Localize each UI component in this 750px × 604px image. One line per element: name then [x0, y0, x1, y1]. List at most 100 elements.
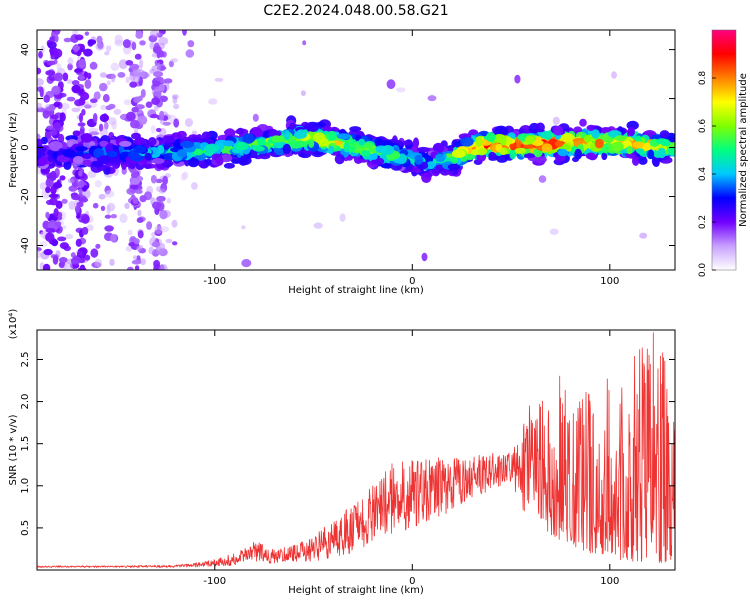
- spectrogram-dot: [129, 63, 140, 70]
- spectrogram-dot: [161, 135, 176, 144]
- spectrogram-dot: [64, 233, 74, 240]
- spectrogram-dot: [187, 157, 200, 168]
- spectrogram-dot: [59, 175, 66, 181]
- spectrogram-dot: [89, 61, 98, 70]
- spectrogram-dot: [134, 265, 140, 270]
- spectrogram-dot: [307, 123, 319, 132]
- spectrogram-dot: [236, 127, 245, 135]
- spectrogram-dot: [132, 255, 138, 260]
- spectrogram-dot: [137, 230, 144, 239]
- spectrogram-dot: [94, 258, 103, 267]
- spectrogram-dot: [150, 125, 156, 134]
- spectrogram-dot: [282, 143, 291, 155]
- spectrogram-dot: [134, 189, 143, 194]
- spectrogram-dot: [145, 101, 153, 108]
- spectrogram-dot: [477, 147, 488, 156]
- spectrogram-y-tick-label: 20: [20, 92, 31, 105]
- spectrogram-dot: [152, 201, 162, 210]
- spectrogram-dot: [114, 34, 123, 44]
- spectrogram-y-ticks: -40 -20 0 20 40: [20, 43, 675, 254]
- colorbar-tick-label: 0.0: [698, 263, 708, 278]
- spectrogram-dot: [89, 131, 100, 136]
- spectrogram-dot: [123, 99, 132, 106]
- spectrogram-dot: [349, 126, 362, 132]
- spectrogram-dot: [86, 224, 94, 231]
- spectrogram-dot: [499, 134, 507, 146]
- spectrogram-dot: [43, 94, 50, 103]
- spectrogram-dot: [159, 110, 165, 121]
- spectrogram-dot: [460, 137, 474, 147]
- spectrogram-dot: [146, 221, 153, 230]
- spectrogram-dot: [402, 140, 414, 146]
- spectrogram-dot: [414, 154, 424, 165]
- spectrogram-dot: [128, 242, 135, 247]
- spectrogram-dot: [50, 48, 55, 58]
- spectrogram-dot: [134, 53, 142, 60]
- spectrogram-dot: [339, 213, 346, 222]
- spectrogram-dot: [205, 143, 219, 153]
- snr-scale-label: (x10⁴): [8, 309, 19, 340]
- spectrogram-dot: [334, 153, 345, 165]
- spectrogram-dot: [451, 149, 466, 158]
- spectrogram-dot: [447, 163, 461, 171]
- spectrogram-dot: [185, 49, 195, 58]
- spectrogram-dot: [129, 81, 138, 88]
- spectrogram-dot: [509, 143, 516, 149]
- spectrogram-dot: [289, 122, 297, 129]
- spectrogram-dot: [49, 197, 58, 206]
- spectrogram-dot: [155, 195, 165, 203]
- spectrogram-dot: [108, 103, 116, 109]
- spectrogram-dot: [289, 141, 303, 149]
- spectrogram-dot: [80, 92, 90, 101]
- spectrogram-dot: [45, 211, 50, 219]
- spectrogram-dot: [191, 130, 198, 136]
- spectrogram-dot: [143, 163, 152, 169]
- spectrogram-dot: [647, 149, 655, 159]
- spectrogram-dot: [416, 146, 430, 153]
- spectrogram-dot: [166, 197, 171, 204]
- spectrogram-dot: [237, 156, 252, 166]
- spectrogram-dot: [107, 150, 118, 158]
- spectrogram-dot: [76, 150, 83, 156]
- spectrogram-dot: [632, 141, 644, 149]
- spectrogram-dot: [125, 111, 136, 122]
- spectrogram-dot: [433, 142, 444, 153]
- spectrogram-dot: [152, 147, 159, 153]
- spectrogram-dot: [139, 59, 144, 69]
- spectrogram-dot: [38, 156, 48, 167]
- spectrogram-dot: [133, 238, 140, 245]
- spectrogram-dot: [100, 104, 107, 111]
- spectrogram-dot: [184, 118, 193, 127]
- spectrogram-dot: [62, 72, 69, 82]
- snr-y-ticks: 0.5 1.0 1.5 2.0 2.5: [20, 352, 675, 536]
- spectrogram-dot: [283, 130, 291, 140]
- spectrogram-dot: [302, 40, 307, 46]
- spectrogram-dot: [39, 241, 48, 248]
- spectrogram-dot: [374, 137, 383, 148]
- spectrogram-dot: [381, 145, 395, 155]
- snr-x-tick-label: 0: [409, 576, 415, 587]
- spectrogram-dot: [158, 84, 165, 92]
- spectrogram-dot: [104, 51, 110, 56]
- spectrogram-dot: [149, 41, 155, 50]
- spectrogram-dot: [54, 221, 62, 227]
- spectrogram-dot: [66, 79, 73, 84]
- spectrogram-x-axis-label: Height of straight line (km): [288, 285, 424, 296]
- spectrogram-dot: [585, 152, 596, 160]
- spectrogram-dot: [257, 138, 266, 146]
- spectrogram-dot: [204, 158, 212, 166]
- spectrogram-dot: [131, 172, 139, 179]
- spectrogram-x-ticks: -100 0 100: [203, 30, 619, 287]
- spectrogram-dot: [63, 160, 72, 170]
- spectrogram-dot: [42, 263, 51, 270]
- spectrogram-dot: [549, 228, 559, 235]
- spectrogram-dot: [81, 226, 89, 235]
- spectrogram-dot: [47, 41, 57, 49]
- spectrogram-dot: [93, 91, 101, 100]
- spectrogram-dot: [94, 180, 102, 188]
- snr-y-tick-label: 2.5: [20, 352, 31, 368]
- spectrogram-dot: [162, 175, 169, 186]
- spectrogram-dot: [46, 125, 55, 130]
- spectrogram-dot: [104, 225, 114, 232]
- spectrogram-dot: [104, 190, 115, 198]
